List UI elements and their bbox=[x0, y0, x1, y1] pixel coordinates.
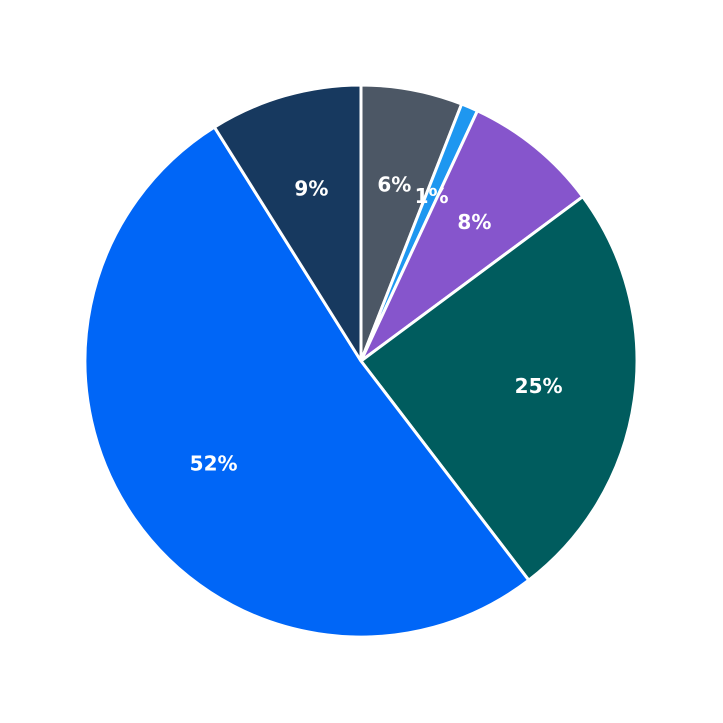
pie-slice-9pct bbox=[212, 83, 363, 363]
pie-slice-8pct bbox=[359, 109, 585, 363]
pie-slice-25pct bbox=[359, 195, 639, 582]
pie-slice-label-9pct: 9% bbox=[294, 177, 328, 201]
pie-slices-group bbox=[83, 83, 639, 639]
pie-slice-label-25pct: 25% bbox=[515, 374, 563, 398]
pie-slice-label-6pct: 6% bbox=[377, 173, 411, 197]
pie-labels-group: 6% 1% 8% 25% 52% 9% bbox=[190, 173, 563, 476]
pie-slice-52pct bbox=[83, 125, 531, 639]
pie-slice-label-52pct: 52% bbox=[190, 451, 238, 475]
pie-slice-label-1pct: 1% bbox=[415, 184, 449, 208]
pie-slice-label-8pct: 8% bbox=[457, 210, 491, 234]
